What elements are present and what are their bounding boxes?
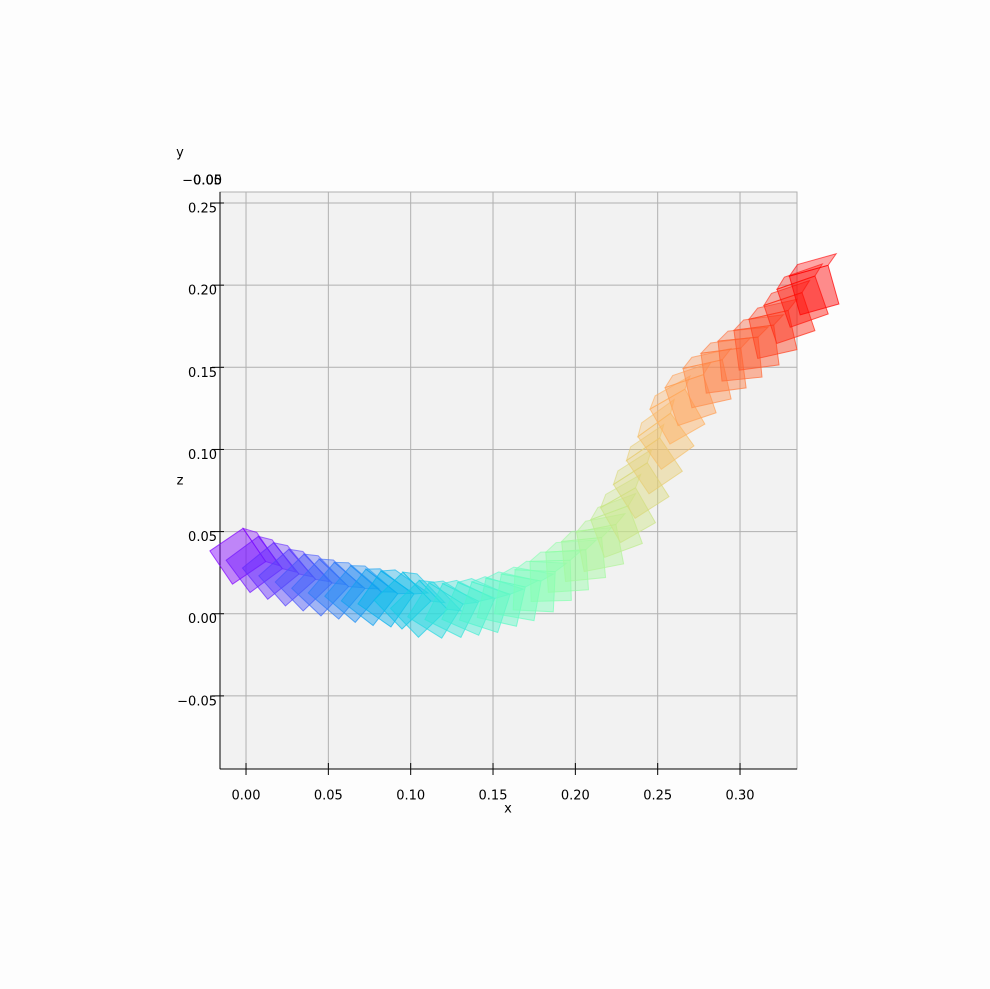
- box-face: [257, 535, 298, 573]
- box-face: [612, 448, 653, 486]
- z-tick-label: 0.00: [188, 612, 217, 627]
- box-face: [747, 298, 799, 321]
- x-tick-label: 0.00: [232, 789, 261, 804]
- z-tick-label: 0.15: [188, 366, 217, 381]
- z-tick-label: −0.05: [177, 694, 217, 709]
- box-face: [287, 548, 331, 583]
- box-face: [470, 576, 525, 595]
- box-face: [762, 279, 811, 307]
- box-face: [788, 252, 838, 278]
- box: [290, 558, 365, 617]
- box-face: [401, 571, 447, 604]
- box-face: [716, 326, 770, 342]
- box-face: [732, 314, 785, 331]
- x-tick-label: 0.25: [643, 789, 672, 804]
- box: [389, 579, 463, 638]
- box-face: [625, 423, 665, 462]
- z-axis-label: z: [177, 474, 184, 489]
- x-axis-label: x: [504, 802, 512, 817]
- x-tick-label: 0.15: [479, 789, 508, 804]
- box-face: [637, 398, 676, 438]
- box-face: [575, 512, 627, 533]
- box-face: [364, 568, 414, 595]
- box: [476, 571, 540, 627]
- box: [209, 527, 281, 585]
- box-face: [418, 579, 463, 612]
- box: [637, 398, 695, 470]
- box: [544, 539, 598, 593]
- box: [493, 566, 555, 622]
- box: [762, 279, 816, 345]
- box: [589, 492, 643, 559]
- box-face: [317, 558, 365, 589]
- box-face: [499, 566, 555, 582]
- box-face: [333, 561, 381, 590]
- box: [258, 548, 331, 607]
- pane: [219, 191, 798, 770]
- y-axis-label: y: [176, 146, 184, 161]
- box: [340, 568, 414, 627]
- x-tick-label: 0.10: [396, 789, 425, 804]
- box: [732, 314, 785, 371]
- x-tick-label: 0.05: [314, 789, 343, 804]
- x-tick-label: 0.20: [561, 789, 590, 804]
- box: [747, 298, 799, 360]
- z-tick-label: 0.05: [188, 530, 217, 545]
- box: [612, 448, 670, 519]
- box: [625, 423, 684, 495]
- box-face: [599, 473, 642, 509]
- y-tick-label: 0.00: [193, 174, 222, 189]
- box-face: [379, 569, 430, 595]
- box: [575, 512, 627, 573]
- y-tick-label: 0.05: [193, 174, 222, 189]
- box: [225, 535, 298, 594]
- box: [599, 473, 657, 544]
- box: [788, 252, 840, 316]
- box: [357, 569, 430, 628]
- box-face: [649, 374, 691, 411]
- box-face: [513, 560, 569, 573]
- box: [424, 579, 495, 639]
- y-tick-label: −0.05: [182, 174, 222, 189]
- box-face: [528, 550, 583, 562]
- box-face: [441, 579, 495, 602]
- z-tick-label: 0.10: [188, 448, 217, 463]
- box: [681, 347, 733, 409]
- z-tick-label: 0.20: [188, 284, 217, 299]
- x-tick-label: 0.30: [726, 789, 755, 804]
- box: [324, 564, 397, 624]
- box-face: [544, 539, 598, 553]
- box: [307, 561, 381, 620]
- box: [373, 571, 447, 630]
- box: [274, 553, 348, 612]
- box-face: [589, 492, 637, 521]
- box: [699, 337, 752, 394]
- box: [241, 541, 315, 600]
- box-face: [241, 527, 281, 567]
- z-tick-label: 0.25: [188, 202, 217, 217]
- box: [716, 326, 770, 382]
